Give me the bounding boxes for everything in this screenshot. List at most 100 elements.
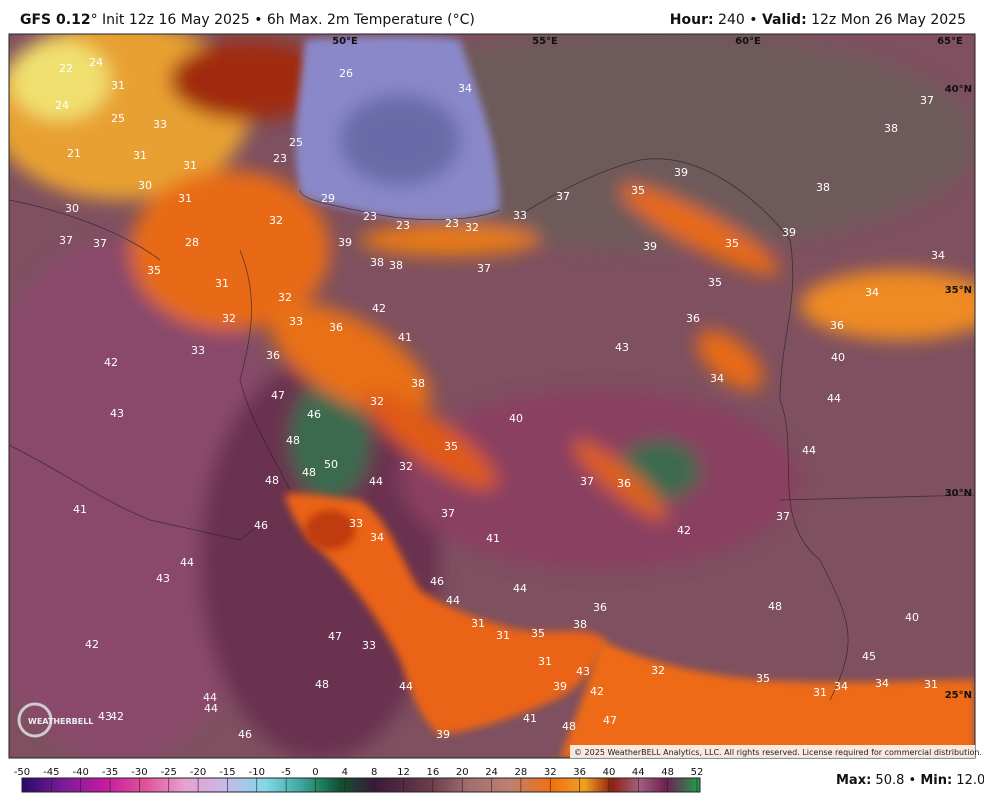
temp-label: 36 — [266, 349, 280, 362]
temp-label: 31 — [496, 629, 510, 642]
temp-label: 37 — [920, 94, 934, 107]
temp-label: 47 — [271, 389, 285, 402]
map-field — [9, 34, 975, 758]
lat-label: 30°N — [945, 488, 972, 499]
temp-label: 36 — [593, 601, 607, 614]
temp-label: 46 — [238, 728, 252, 741]
temp-label: 38 — [816, 181, 830, 194]
colorbar-tick-label: 4 — [342, 767, 348, 778]
colorbar-tick-label: -20 — [190, 767, 206, 778]
temp-label: 46 — [307, 408, 321, 421]
valid-label: Valid: — [761, 12, 807, 28]
temp-label: 48 — [286, 434, 300, 447]
temp-label: 37 — [776, 510, 790, 523]
colorbar-tick-label: 52 — [691, 767, 704, 778]
colorbar-tick-label: 48 — [661, 767, 674, 778]
temp-label: 47 — [328, 630, 342, 643]
temp-label: 34 — [865, 286, 879, 299]
temp-label: 37 — [93, 237, 107, 250]
lon-label: 60°E — [735, 36, 761, 47]
title: ° Init 12z 16 May 2025 • 6h Max. 2m Temp… — [90, 12, 475, 28]
temp-label: 44 — [802, 444, 816, 457]
temp-label: 43 — [110, 407, 124, 420]
temp-label: 25 — [111, 112, 125, 125]
temp-label: 34 — [710, 372, 724, 385]
temp-label: 41 — [398, 331, 412, 344]
colorbar-tick-label: -15 — [219, 767, 235, 778]
temp-label: 40 — [905, 611, 919, 624]
temp-label: 44 — [446, 594, 460, 607]
colorbar-tick-label: -25 — [161, 767, 177, 778]
model: GFS 0.12 — [20, 12, 91, 28]
temp-label: 38 — [370, 256, 384, 269]
lon-label: 55°E — [532, 36, 558, 47]
min-label: Min: — [920, 773, 952, 788]
temp-label: 48 — [562, 720, 576, 733]
temp-label: 44 — [180, 556, 194, 569]
temp-label: 31 — [924, 678, 938, 691]
temp-label: 32 — [651, 664, 665, 677]
temp-label: 50 — [324, 458, 338, 471]
temp-label: 32 — [465, 221, 479, 234]
temp-label: 35 — [631, 184, 645, 197]
temp-label: 33 — [153, 118, 167, 131]
colorbar-tick-label: -5 — [281, 767, 291, 778]
colorbar-tick-label: -30 — [131, 767, 147, 778]
temp-label: 31 — [813, 686, 827, 699]
temp-label: 31 — [178, 192, 192, 205]
temp-label: 38 — [884, 122, 898, 135]
temp-label: 42 — [590, 685, 604, 698]
temp-label: 31 — [111, 79, 125, 92]
temp-label: 35 — [725, 237, 739, 250]
temp-label: 45 — [862, 650, 876, 663]
colorbar-tick-label: 0 — [312, 767, 318, 778]
max-value: 50.8 • — [871, 773, 920, 788]
hour-value: 240 • — [713, 12, 762, 28]
temp-label: 42 — [85, 638, 99, 651]
colorbar-tick-label: 12 — [397, 767, 410, 778]
temp-label: 31 — [183, 159, 197, 172]
temp-label: 39 — [338, 236, 352, 249]
temp-label: 33 — [513, 209, 527, 222]
copyright: © 2025 WeatherBELL Analytics, LLC. All r… — [574, 748, 982, 757]
temp-label: 41 — [73, 503, 87, 516]
temp-label: 44 — [399, 680, 413, 693]
temp-label: 30 — [138, 179, 152, 192]
temp-label: 43 — [156, 572, 170, 585]
temp-label: 32 — [269, 214, 283, 227]
temp-label: 28 — [185, 236, 199, 249]
temp-label: 33 — [349, 517, 363, 530]
temp-label: 24 — [89, 56, 103, 69]
temp-label: 37 — [441, 507, 455, 520]
temp-label: 34 — [834, 680, 848, 693]
temp-label: 35 — [444, 440, 458, 453]
temp-label: 37 — [580, 475, 594, 488]
temp-label: 34 — [370, 531, 384, 544]
colorbar-tick-label: 16 — [427, 767, 440, 778]
temp-label: 39 — [436, 728, 450, 741]
temp-label: 46 — [254, 519, 268, 532]
temp-label: 36 — [617, 477, 631, 490]
temp-label: 41 — [523, 712, 537, 725]
temp-label: 37 — [59, 234, 73, 247]
temp-label: 42 — [104, 356, 118, 369]
temp-label: 31 — [538, 655, 552, 668]
lat-label: 40°N — [945, 84, 972, 95]
temp-label: 34 — [458, 82, 472, 95]
colorbar-tick-label: 20 — [456, 767, 469, 778]
colorbar-tick-label: -35 — [102, 767, 118, 778]
temp-label: 31 — [471, 617, 485, 630]
temp-label: 31 — [215, 277, 229, 290]
header-right: Hour: 240 • Valid: 12z Mon 26 May 2025 — [670, 12, 966, 28]
temp-label: 23 — [273, 152, 287, 165]
temp-label: 32 — [399, 460, 413, 473]
temp-label: 22 — [59, 62, 73, 75]
temp-label: 41 — [486, 532, 500, 545]
temp-label: 39 — [674, 166, 688, 179]
temp-label: 39 — [553, 680, 567, 693]
colorbar-tick-label: -45 — [43, 767, 59, 778]
colorbar-tick-label: 40 — [603, 767, 616, 778]
lat-label: 35°N — [945, 285, 972, 296]
temp-label: 37 — [556, 190, 570, 203]
